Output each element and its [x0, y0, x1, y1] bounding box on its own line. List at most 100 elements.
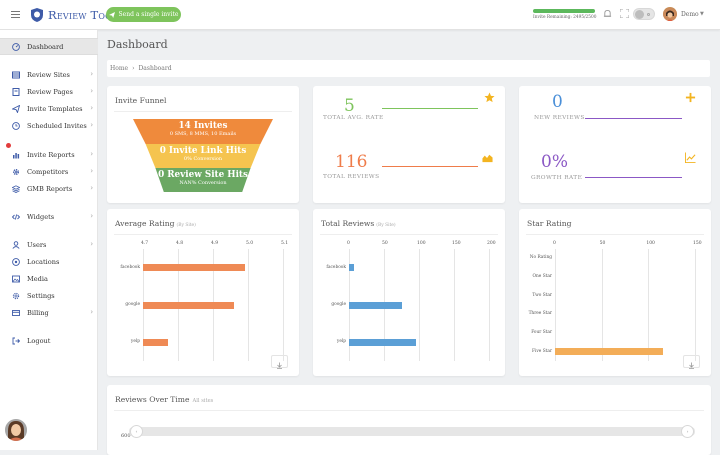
breadcrumb-current: Dashboard [138, 65, 172, 72]
y-axis-tick: 600 [121, 433, 131, 439]
funnel-stage-link-hits: 0 Invite Link Hits 0% Conversion [145, 144, 261, 168]
sidebar-item-competitors[interactable]: Competitors › [0, 163, 98, 180]
chevron-right-icon: › [90, 121, 93, 129]
growth-rate-line [585, 177, 682, 178]
clock-icon [12, 121, 20, 130]
grid-line [248, 249, 249, 361]
chevron-right-icon: › [90, 150, 93, 158]
slider-handle-right[interactable]: › [681, 425, 694, 438]
y-axis-label: Four Star [531, 330, 552, 335]
bell-icon[interactable] [603, 9, 612, 19]
invites-progress-bar [533, 9, 595, 13]
theme-toggle[interactable] [633, 8, 655, 20]
sidebar-item-scheduled-invites[interactable]: Scheduled Invites › [0, 117, 98, 134]
chart-bar[interactable] [143, 264, 245, 272]
user-name[interactable]: Demo [681, 11, 699, 18]
new-reviews-label: NEW REVIEWS [534, 115, 585, 121]
breadcrumb-home[interactable]: Home [110, 65, 129, 72]
sidebar-item-locations[interactable]: Locations [0, 253, 98, 270]
sidebar-item-media[interactable]: Media [0, 270, 98, 287]
settings-icon [12, 292, 20, 299]
y-axis-label: One Star [532, 274, 553, 279]
trend-chart-icon [685, 152, 696, 163]
menu-icon[interactable] [11, 11, 20, 18]
x-axis-tick: 200 [487, 241, 496, 246]
y-axis-label: yelp [130, 339, 140, 345]
sidebar-item-invite-templates[interactable]: Invite Templates › [0, 100, 98, 117]
sidebar-item-settings[interactable]: Settings [0, 287, 98, 304]
sidebar-item-logout[interactable]: Logout [0, 332, 98, 349]
chevron-right-icon: › [90, 212, 93, 220]
user-menu-caret-icon[interactable]: ▼ [700, 11, 704, 17]
grid-line [695, 249, 696, 361]
app-logo[interactable]: Review Tool [29, 7, 117, 23]
fullscreen-icon[interactable] [620, 9, 629, 18]
x-axis-tick: 150 [693, 241, 702, 246]
sidebar-item-invite-reports[interactable]: Invite Reports › [0, 143, 98, 163]
funnel-stage-fill [155, 168, 251, 192]
chart-bar[interactable] [349, 338, 417, 346]
reviews-over-time-card: Reviews Over Time All sites 600 [107, 385, 711, 455]
sidebar-item-gmb-reports[interactable]: GMB Reports › [0, 180, 98, 197]
chart-bar[interactable] [143, 338, 168, 346]
top-bar: Review Tool Send a single invite Invite … [0, 0, 720, 30]
x-axis-tick: 100 [646, 241, 655, 246]
chart-title: Average Rating [115, 219, 175, 228]
chart-bar[interactable] [349, 301, 403, 309]
y-axis-label: Five Star [532, 348, 552, 354]
y-axis-label: google [125, 302, 140, 307]
y-axis-label: No Rating [529, 255, 552, 261]
y-axis-label: facebook [120, 264, 140, 270]
slider-handle-left[interactable]: ‹ [130, 425, 143, 438]
sun-icon [647, 13, 650, 16]
sidebar-item-billing[interactable]: Billing › [0, 304, 98, 321]
sidebar: Dashboard Review Sites › Review Pages › In… [0, 30, 98, 450]
date-range-slider[interactable]: ‹ › [129, 425, 695, 438]
star-rating-card: Star Rating 0 50 100 150 No Rating One Star Tw… [519, 209, 711, 376]
funnel-stage-title: 0 Review Site Hits [158, 170, 248, 180]
breadcrumb-separator-icon: › [132, 65, 135, 72]
funnel-stage-site-hits: 0 Review Site Hits NAN% Conversion [155, 168, 251, 192]
sidebar-item-review-sites[interactable]: Review Sites › [0, 66, 98, 83]
breadcrumb: Home › Dashboard [107, 60, 710, 77]
chart-bar[interactable] [349, 264, 354, 272]
download-icon [277, 362, 282, 369]
sidebar-item-widgets[interactable]: Widgets › [0, 208, 98, 225]
sidebar-item-label: Scheduled Invites [27, 121, 87, 130]
card-divider [526, 234, 704, 235]
star-icon [484, 92, 495, 103]
send-invite-button[interactable]: Send a single invite [106, 7, 181, 22]
card-title: Star Rating [527, 219, 571, 228]
sidebar-item-label: Widgets [27, 212, 55, 221]
invites-remaining-label: Invite Remaining: 2495/2500 [533, 15, 597, 20]
dashboard-icon [12, 42, 20, 51]
invite-funnel-card: Invite Funnel 14 Invites 0 SMS, 8 MMS, 10… [107, 86, 299, 203]
x-axis-tick: 4.7 [141, 241, 149, 246]
chevron-right-icon: › [90, 184, 93, 192]
chart-bar[interactable] [555, 348, 664, 356]
send-invite-label: Send a single invite [118, 11, 179, 18]
total-reviews-label: TOTAL REVIEWS [323, 174, 380, 180]
sidebar-item-label: Invite Reports [27, 150, 75, 159]
sidebar-item-dashboard[interactable]: Dashboard [0, 38, 98, 55]
chat-avatar[interactable] [3, 417, 29, 443]
download-button[interactable] [271, 355, 288, 369]
y-axis-label: yelp [336, 339, 346, 345]
new-reviews-line [585, 118, 682, 119]
card-title: Reviews Over Time All sites [115, 395, 213, 404]
sidebar-item-users[interactable]: Users › [0, 236, 98, 253]
review-sites-icon [12, 71, 20, 78]
user-icon [12, 240, 20, 249]
chevron-right-icon: › [90, 240, 93, 248]
sidebar-item-label: Logout [27, 336, 51, 345]
x-axis-tick: 50 [599, 241, 606, 246]
avg-rate-line [382, 108, 478, 109]
sidebar-item-label: Dashboard [27, 42, 64, 51]
card-title: Total Reviews (By Site) [321, 219, 396, 228]
chart-bar[interactable] [143, 301, 234, 309]
sidebar-item-label: Settings [27, 291, 55, 300]
download-button[interactable] [683, 355, 700, 369]
user-avatar[interactable] [663, 7, 677, 21]
sidebar-item-review-pages[interactable]: Review Pages › [0, 83, 98, 100]
gear-icon [12, 168, 20, 175]
